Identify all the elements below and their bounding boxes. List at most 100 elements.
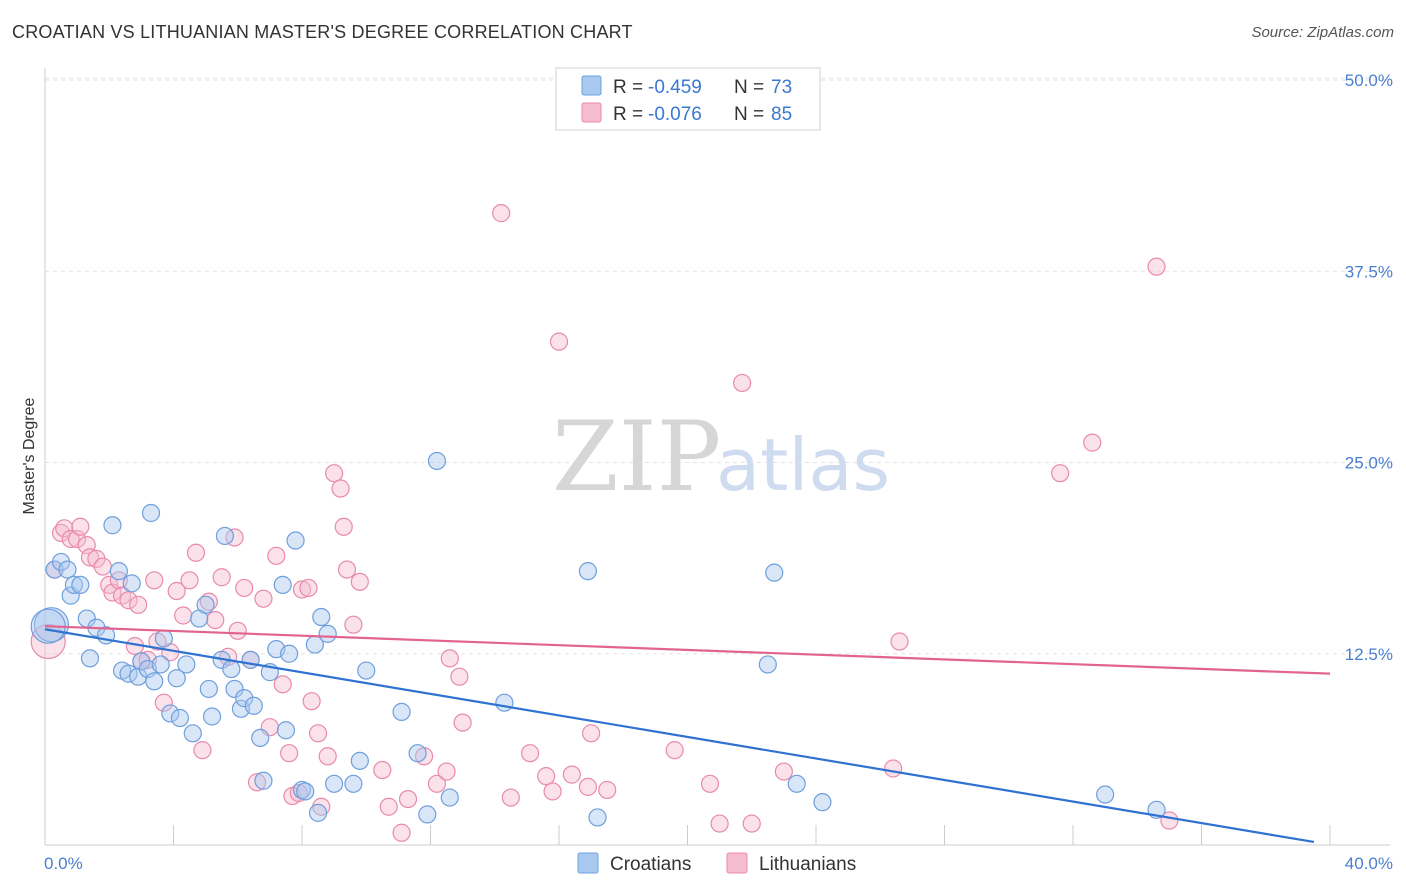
croatians-point-8 [80,649,100,668]
lithuanians-point-52 [331,479,350,498]
lithuanians-point-42 [280,744,299,763]
croatians-point-69 [813,793,832,812]
croatians-point-49 [296,782,315,801]
croatians-point-27 [183,724,202,743]
lithuanians-point-37 [247,773,267,792]
croatians-point-62 [440,788,459,807]
lithuanians-point-84 [1083,433,1102,452]
lithuanians-point-82 [890,632,909,651]
grid-lines [45,77,1390,655]
lithuanians-point-8 [80,548,100,567]
croatians-point-25 [170,708,190,728]
lithuanians-point-29 [199,592,218,611]
croatians-point-65 [588,808,607,827]
lithuanians-point-40 [267,546,286,565]
lithuanians-point-79 [742,814,761,833]
y-axis-label: Master's Degree [21,397,38,514]
source-credit: Source: ZipAtlas.com [1251,24,1394,41]
bottom-legend-swatch-croatians [577,852,599,874]
lithuanians-point-58 [379,797,398,816]
lithuanians-point-28 [193,741,212,760]
lithuanians-point-44 [289,783,308,803]
legend-n-value-croatians: 73 [771,77,792,98]
lithuanians-point-46 [299,578,318,598]
croatians-point-58 [392,702,411,721]
lithuanians-point-50 [318,747,337,766]
lithuanians-point-66 [453,713,472,732]
series-legend: Croatians Lithuanians [577,852,856,875]
croatians-point-57 [357,661,376,680]
lithuanians-point-24 [167,581,186,601]
lithuanians-point-64 [440,649,459,668]
chart-title: CROATIAN VS LITHUANIAN MASTER'S DEGREE C… [12,22,633,42]
croatians-point-60 [418,805,437,824]
lithuanians-point-47 [302,692,321,711]
watermark-zip: ZIP [552,401,721,513]
y-tick-label-3: 50.0% [1345,71,1393,90]
stats-legend: R = -0.459 N = 73 R = -0.076 N = 85 [555,67,821,131]
croatians-point-67 [765,563,784,582]
croatians-point-15 [122,574,141,593]
lithuanians-point-60 [398,789,418,809]
croatians-points [30,451,1166,827]
croatians-point-54 [325,774,344,793]
bottom-legend-lithuanians: Lithuanians [759,854,856,875]
axes [44,68,1390,846]
croatians-point-56 [350,751,369,770]
croatians-point-33 [215,526,234,546]
legend-n-value-lithuanians: 85 [771,104,792,125]
lithuanians-point-10 [93,557,112,576]
croatians-point-63 [495,693,514,712]
lithuanians-point-87 [733,373,752,393]
legend-r-value-lithuanians: -0.076 [648,104,702,125]
watermark-atlas: atlas [716,423,890,507]
lithuanians-point-54 [337,560,357,579]
croatians-point-5 [64,575,84,595]
croatians-point-66 [758,655,777,674]
croatians-point-26 [177,655,196,674]
lithuanians-point-67 [492,204,511,223]
lithuanians-point-76 [665,741,684,760]
legend-r-value-croatians: -0.459 [648,77,702,98]
lithuanians-point-53 [334,517,353,536]
lithuanians-points [30,204,1179,842]
croatians-point-6 [71,575,90,595]
croatians-point-37 [235,689,254,708]
croatians-point-3 [58,560,77,579]
trend-lines [44,625,1331,844]
lithuanians-point-69 [520,744,540,763]
legend-r-label-croatians: R = [613,77,643,98]
lithuanians-point-73 [562,765,581,784]
lithuanians-point-17 [129,595,148,614]
y-tick-label-0: 12.5% [1345,645,1393,664]
croatians-point-40 [251,728,270,748]
lithuanians-point-80 [774,762,793,781]
croatians-point-59 [408,744,427,763]
legend-r-label-lithuanians: R = [613,104,643,125]
lithuanians-point-27 [186,543,206,562]
lithuanians-point-4 [61,529,80,549]
lithuanians-point-45 [292,580,312,599]
lithuanians-point-70 [537,767,556,786]
croatians-point-24 [167,669,186,688]
croatians-point-30 [199,679,218,699]
croatians-point-45 [276,721,296,740]
croatians-point-29 [196,595,215,614]
lithuanians-point-68 [501,788,520,807]
croatians-point-11 [103,516,122,535]
lithuanians-point-34 [228,621,247,640]
croatians-point-34 [222,659,241,679]
lithuanians-point-38 [254,589,273,608]
lithuanians-point-85 [1147,257,1166,276]
legend-n-label-croatians: N = [734,77,764,98]
y-tick-label-1: 25.0% [1345,454,1393,473]
lithuanians-point-51 [325,464,344,483]
lithuanians-point-59 [392,823,411,842]
croatians-point-23 [161,704,180,723]
croatians-point-52 [312,607,331,627]
croatians-point-39 [244,696,263,715]
x-tick-label-0: 0.0% [44,854,83,873]
lithuanians-point-62 [427,774,447,793]
croatians-point-47 [286,531,305,550]
x-tick-labels: 0.0% 40.0% [44,854,1393,873]
